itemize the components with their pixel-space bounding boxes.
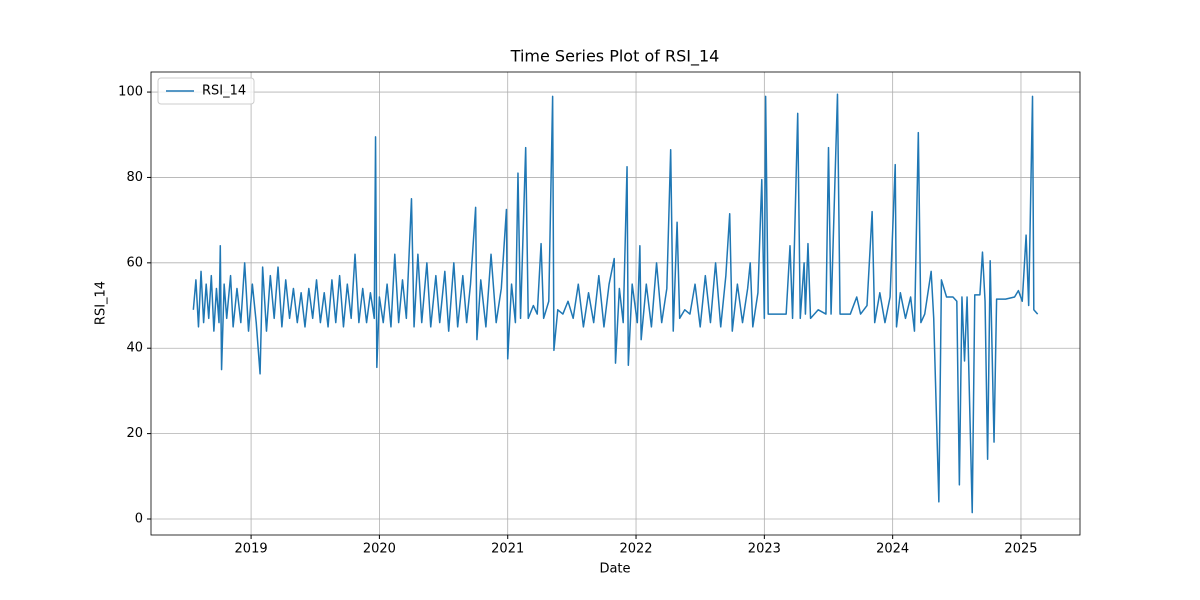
x-tick-label: 2021 xyxy=(491,542,524,557)
x-tick-label: 2023 xyxy=(748,542,781,557)
x-tick-label: 2019 xyxy=(235,542,268,557)
chart-title: Time Series Plot of RSI_14 xyxy=(510,47,720,67)
x-tick-label: 2024 xyxy=(876,542,909,557)
y-tick-label: 0 xyxy=(135,511,143,526)
x-tick-label: 2020 xyxy=(363,542,396,557)
y-tick-label: 20 xyxy=(126,426,143,441)
y-tick-label: 100 xyxy=(118,85,143,100)
y-tick-label: 60 xyxy=(126,255,143,270)
legend-label: RSI_14 xyxy=(202,84,246,99)
y-axis-label: RSI_14 xyxy=(94,281,109,325)
data-line xyxy=(192,93,1039,514)
x-axis-label: Date xyxy=(599,562,630,577)
y-tick-label: 80 xyxy=(126,170,143,185)
legend-box xyxy=(157,77,255,105)
plot-frame xyxy=(150,71,1081,536)
y-tick-label: 40 xyxy=(126,341,143,356)
x-tick-label: 2025 xyxy=(1004,542,1037,557)
x-tick-label: 2022 xyxy=(619,542,652,557)
